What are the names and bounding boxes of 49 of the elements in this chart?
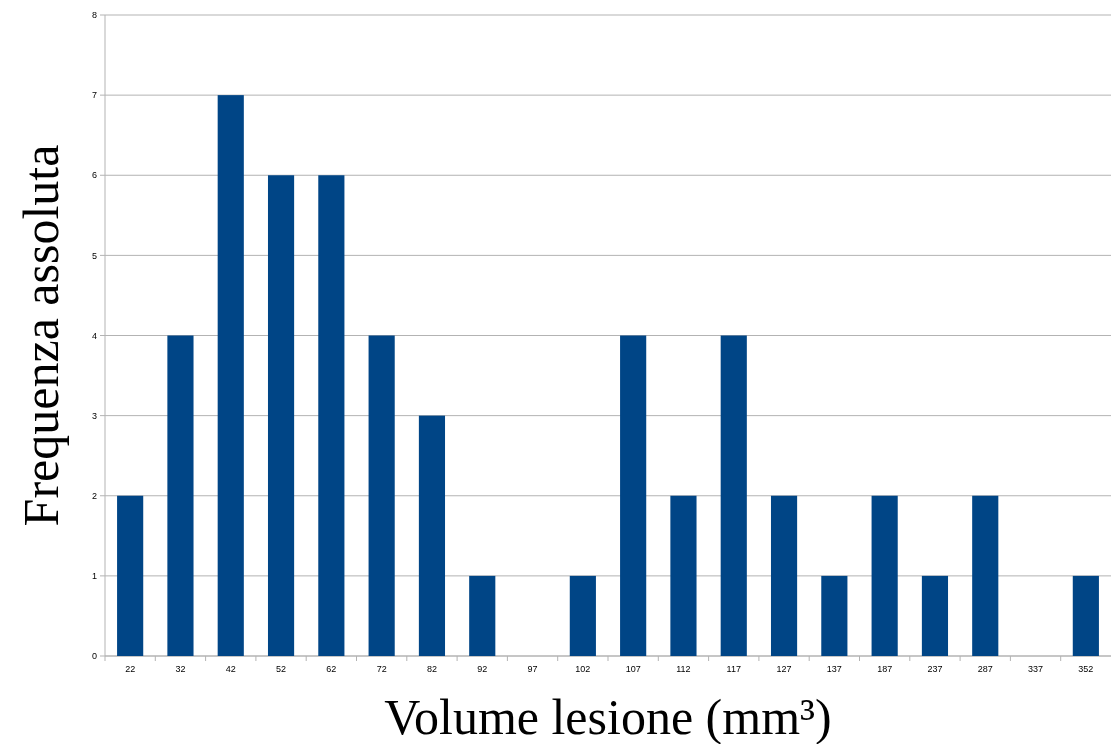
y-tick-label: 7: [91, 90, 97, 101]
y-tick-label: 2: [91, 490, 97, 501]
x-tick-label: 187: [877, 664, 893, 674]
bar: [921, 575, 949, 656]
x-tick-label: 42: [225, 664, 236, 674]
x-tick-label: 92: [477, 664, 488, 674]
y-tick-label: 5: [91, 250, 97, 261]
x-tick-label: 62: [326, 664, 337, 674]
bar: [620, 335, 647, 656]
bar: [469, 575, 496, 656]
y-tick-label: 8: [91, 10, 97, 21]
bar: [167, 335, 194, 656]
bar: [821, 575, 848, 656]
x-tick-label: 102: [575, 664, 591, 674]
bar: [418, 415, 446, 656]
bar: [267, 175, 295, 656]
x-tick-label: 127: [776, 664, 792, 674]
y-tick-label: 6: [91, 170, 97, 181]
y-tick-label: 4: [91, 330, 97, 341]
x-tick-label: 107: [625, 664, 641, 674]
x-axis-title: Volume lesione (mm³): [384, 689, 832, 744]
bar: [117, 495, 144, 656]
y-tick-label: 3: [91, 410, 97, 421]
x-tick-label: 137: [826, 664, 842, 674]
bar: [770, 495, 798, 656]
x-tick-label: 352: [1078, 664, 1094, 674]
x-tick-label: 22: [125, 664, 136, 674]
y-tick-label: 0: [91, 651, 97, 662]
x-tick-label: 72: [376, 664, 387, 674]
bar: [972, 495, 999, 656]
x-tick-label: 117: [726, 664, 741, 674]
bar: [720, 335, 747, 656]
y-tick-label: 1: [91, 571, 97, 582]
bar: [569, 575, 596, 656]
x-tick-label: 82: [426, 664, 437, 674]
bar: [318, 175, 345, 656]
bar: [1072, 575, 1099, 656]
x-tick-label: 32: [175, 664, 186, 674]
x-tick-label: 52: [276, 664, 287, 674]
x-tick-label: 97: [527, 664, 538, 674]
x-tick-label: 337: [1028, 664, 1044, 674]
bar: [871, 495, 898, 656]
bar: [217, 95, 244, 656]
bar: [368, 335, 395, 656]
x-tick-label: 237: [927, 664, 943, 674]
x-tick-label: 287: [977, 664, 993, 674]
y-axis-title: Frequenza assoluta: [13, 144, 69, 527]
x-tick-label: 112: [676, 664, 691, 674]
bar: [670, 495, 697, 656]
